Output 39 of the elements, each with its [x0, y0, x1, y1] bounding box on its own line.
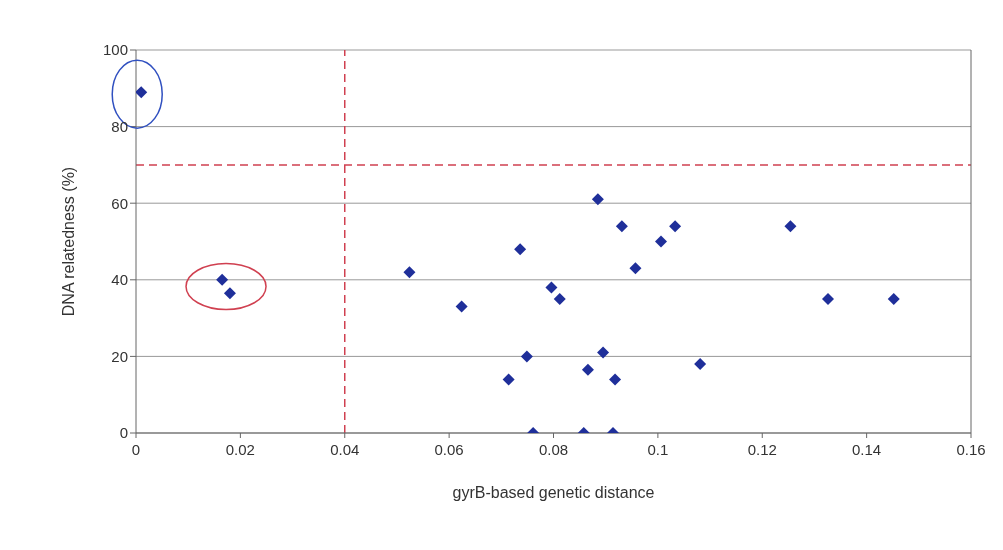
- x-tick-label: 0: [131, 440, 141, 458]
- point: [591, 193, 604, 206]
- x-tick-label: 0.04: [330, 440, 360, 458]
- x-tick-label: 0.14: [852, 440, 882, 458]
- point: [223, 287, 236, 300]
- point: [694, 358, 707, 371]
- y-tick-label: 0: [119, 424, 128, 442]
- point: [455, 300, 468, 313]
- point: [629, 262, 642, 275]
- point: [669, 220, 682, 233]
- y-tick-label: 60: [111, 194, 128, 212]
- point: [597, 346, 610, 359]
- y-tick-label: 20: [111, 347, 128, 365]
- point: [655, 235, 668, 248]
- x-tick-label: 0.1: [647, 440, 669, 458]
- point: [553, 292, 566, 305]
- point: [216, 273, 229, 286]
- point: [822, 292, 835, 305]
- point: [581, 363, 594, 376]
- point: [609, 373, 622, 386]
- x-tick-label: 0.06: [434, 440, 464, 458]
- x-tick-label: 0.02: [225, 440, 255, 458]
- point: [520, 350, 533, 363]
- x-tick-label: 0.16: [956, 440, 986, 458]
- point: [545, 281, 558, 294]
- point: [502, 373, 515, 386]
- point: [887, 292, 900, 305]
- y-tick-label: 80: [111, 117, 128, 135]
- x-axis-title: gyrB-based genetic distance: [452, 484, 655, 501]
- x-tick-label: 0.08: [538, 440, 569, 458]
- y-axis-title: DNA relatedness (%): [59, 166, 77, 317]
- point: [403, 266, 416, 279]
- point: [136, 86, 148, 99]
- y-tick-label: 100: [102, 41, 128, 59]
- point: [615, 220, 628, 233]
- point: [784, 220, 797, 233]
- point: [514, 243, 527, 256]
- x-tick-label: 0.12: [747, 440, 777, 458]
- y-tick-label: 40: [111, 271, 128, 289]
